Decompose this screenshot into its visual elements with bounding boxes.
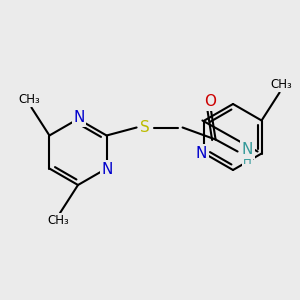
Text: O: O	[205, 94, 217, 109]
Text: N: N	[196, 146, 207, 161]
Text: CH₃: CH₃	[271, 78, 292, 91]
Text: S: S	[140, 120, 149, 135]
Text: CH₃: CH₃	[19, 93, 40, 106]
Text: CH₃: CH₃	[47, 214, 69, 227]
Text: N: N	[102, 162, 113, 177]
Text: N: N	[73, 110, 85, 125]
Text: H: H	[243, 154, 252, 167]
Text: N: N	[242, 142, 253, 157]
